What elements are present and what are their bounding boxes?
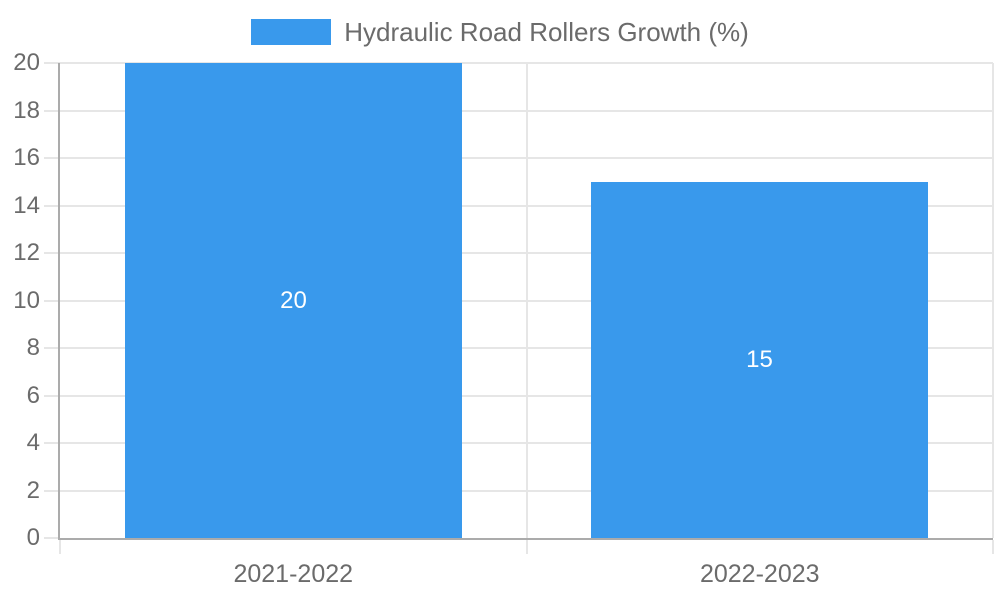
bar-2022-2023[interactable]: 15 xyxy=(591,181,928,538)
x-gridline xyxy=(525,63,528,538)
bar-value-label: 15 xyxy=(746,345,773,373)
x-gridline xyxy=(992,63,994,538)
y-tick-label: 4 xyxy=(26,429,40,456)
bar-2021-2022[interactable]: 20 xyxy=(125,63,462,538)
legend-label: Hydraulic Road Rollers Growth (%) xyxy=(344,17,749,47)
y-tick-label: 16 xyxy=(13,144,40,171)
y-tick-mark xyxy=(44,252,60,254)
x-tick-label: 2022-2023 xyxy=(699,560,820,588)
y-tick-mark xyxy=(44,157,60,159)
x-tick-mark xyxy=(992,540,994,554)
y-tick-label: 0 xyxy=(26,524,40,551)
y-tick-label: 2 xyxy=(26,476,40,504)
bar-value-label: 20 xyxy=(280,286,307,314)
y-tick-label: 12 xyxy=(13,239,40,266)
y-tick-label: 6 xyxy=(26,381,40,409)
y-tick-mark xyxy=(44,489,60,492)
y-tick-mark xyxy=(44,537,60,539)
y-tick-mark xyxy=(44,204,60,207)
legend-swatch-icon xyxy=(251,19,332,45)
y-axis-line xyxy=(58,63,60,540)
chart-legend[interactable]: Hydraulic Road Rollers Growth (%) xyxy=(0,17,1000,47)
x-tick-mark xyxy=(525,540,528,554)
y-tick-label: 18 xyxy=(13,96,40,124)
x-tick-label: 2021-2022 xyxy=(233,560,354,588)
y-tick-mark xyxy=(44,109,60,112)
y-tick-mark xyxy=(44,442,60,444)
x-axis-line xyxy=(58,538,993,540)
x-tick-mark xyxy=(59,540,61,554)
y-tick-mark xyxy=(44,299,60,302)
y-tick-mark xyxy=(44,394,60,397)
y-tick-label: 10 xyxy=(13,286,40,314)
y-tick-label: 20 xyxy=(13,49,40,76)
y-tick-mark xyxy=(44,62,60,64)
y-tick-mark xyxy=(44,347,60,349)
y-tick-label: 14 xyxy=(13,191,40,219)
y-tick-label: 8 xyxy=(26,334,40,361)
